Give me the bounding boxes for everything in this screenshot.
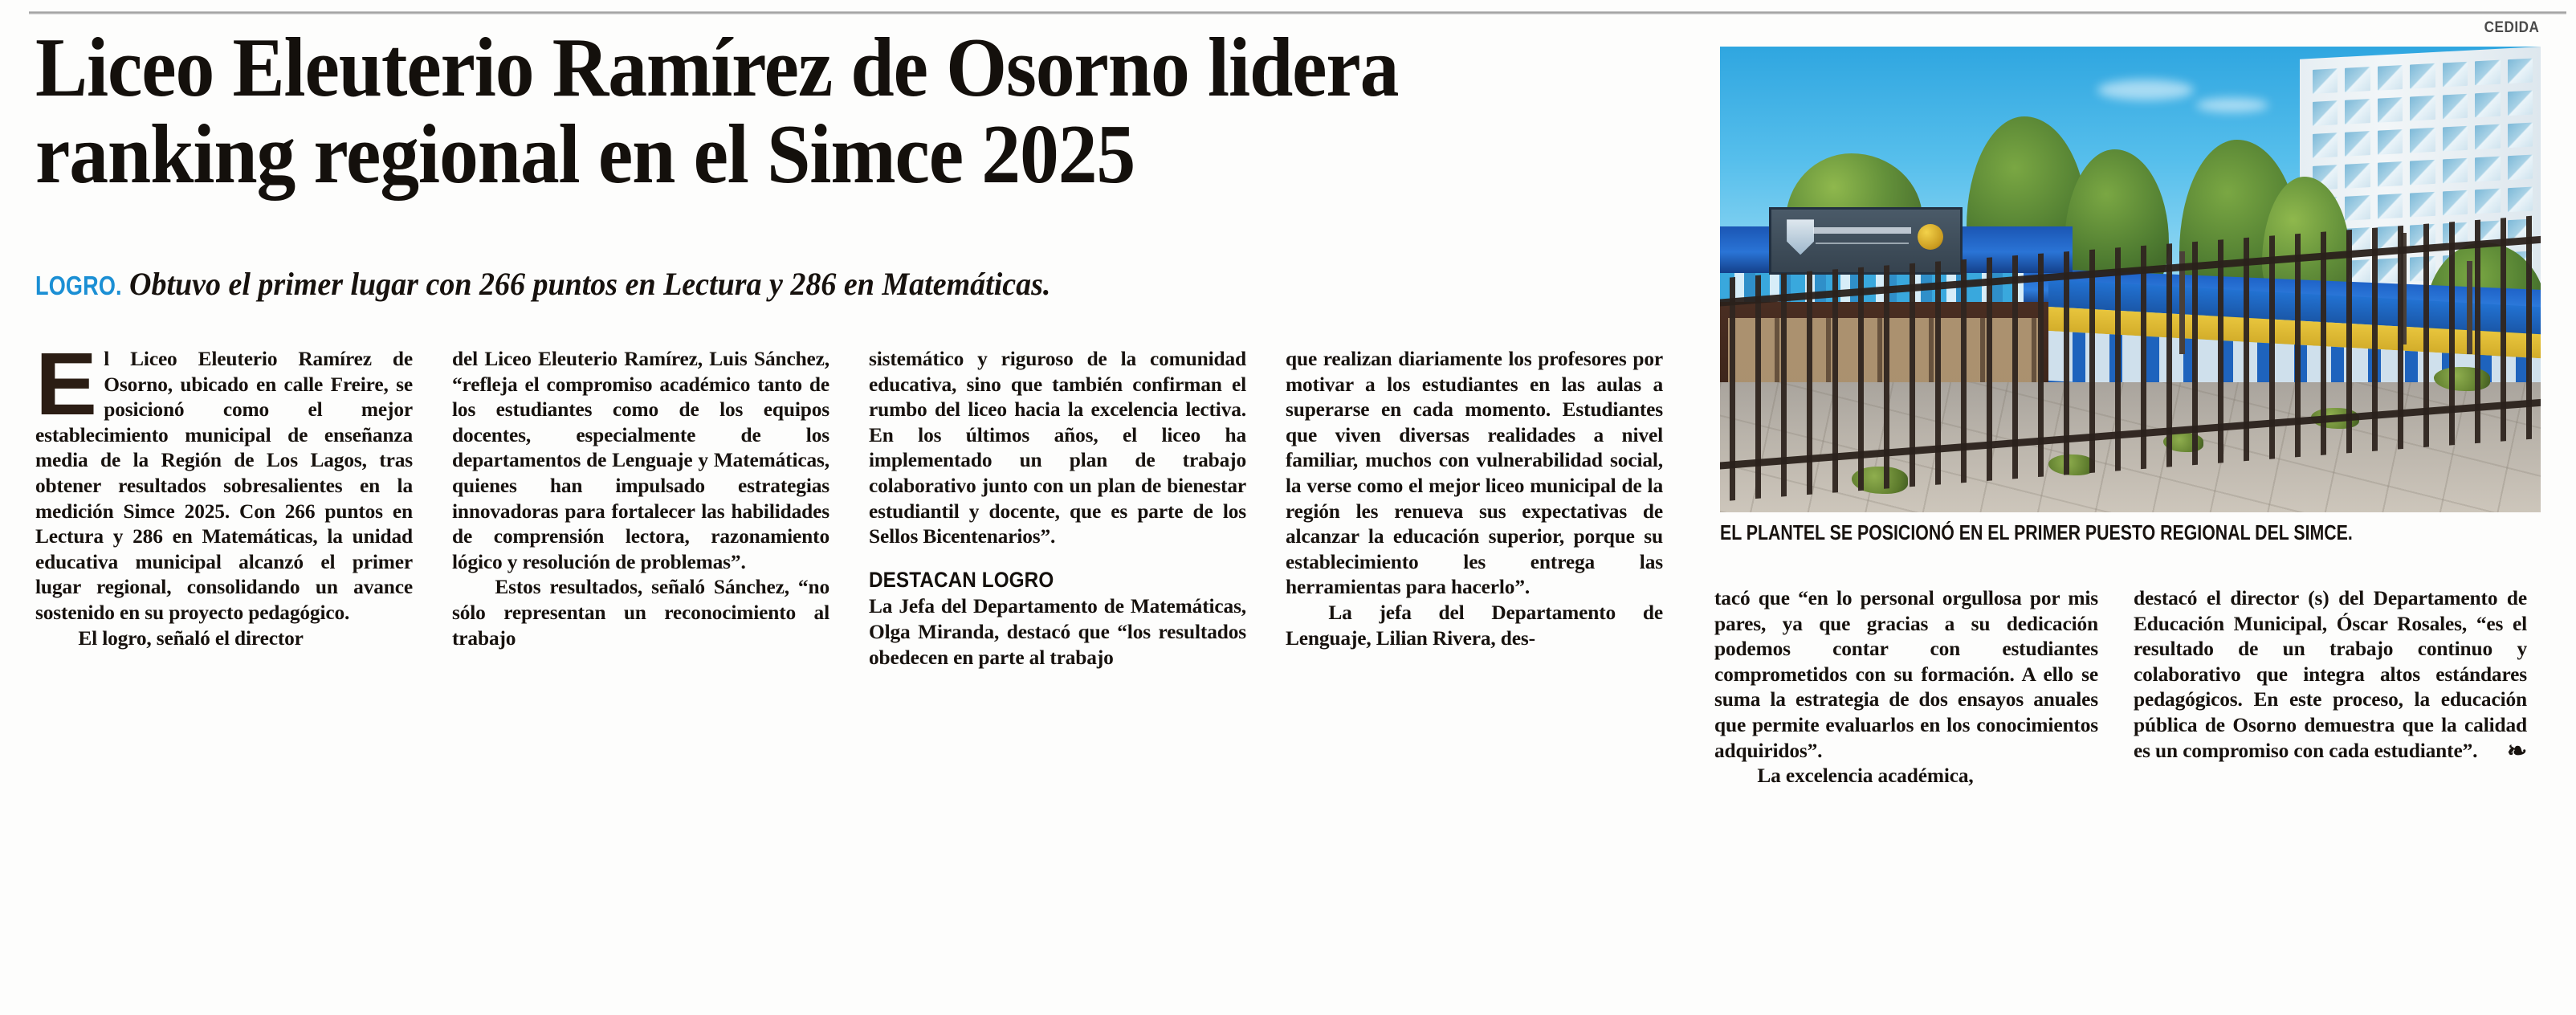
photo-credit: CEDIDA — [2484, 19, 2539, 36]
paragraph: La jefa del Departamento de Lenguaje, Li… — [1286, 601, 1663, 650]
deck-kicker-logro: LOGRO. — [35, 271, 122, 300]
cloud-icon — [2195, 97, 2268, 112]
deck-row: LOGRO. Obtuvo el primer lugar con 266 pu… — [35, 267, 1689, 302]
paragraph: La excelencia académica, — [1757, 764, 1974, 788]
paragraph: sistemático y riguroso de la comunidad e… — [869, 348, 1246, 548]
article-photo-figure: CEDIDA — [1720, 19, 2541, 512]
photo-caption: EL PLANTEL SE POSICIONÓ EN EL PRIMER PUE… — [1720, 520, 2353, 544]
school-emblem-icon — [1918, 224, 1944, 251]
paragraph: La Jefa del Departamento de Matemáticas,… — [869, 595, 1246, 669]
body-column-5: tacó que “en lo personal orgullosa por m… — [1714, 586, 2098, 789]
paragraph: Estos resultados, señaló Sánchez, “no só… — [452, 576, 829, 650]
headline-block: Liceo Eleuterio Ramírez de Osorno lidera… — [35, 20, 1689, 202]
paragraph: El logro, señaló el director — [78, 626, 304, 650]
paragraph-text: destacó el director (s) del Departamento… — [2134, 587, 2527, 762]
cloud-icon — [2097, 79, 2195, 100]
school-facade-photo — [1720, 47, 2541, 512]
paragraph: tacó que “en lo personal orgullosa por m… — [1714, 587, 2098, 762]
body-column-4: que realizan diariamente los profesores … — [1286, 347, 1663, 651]
paragraph: destacó el director (s) del Departamento… — [2134, 586, 2527, 764]
body-column-2: del Liceo Eleuterio Ramírez, Luis Sánche… — [452, 347, 829, 651]
body-column-6: destacó el director (s) del Departamento… — [2134, 586, 2527, 764]
body-column-3: sistemático y riguroso de la comunidad e… — [869, 347, 1246, 671]
page-title: Liceo Eleuterio Ramírez de Osorno lidera… — [35, 20, 1399, 202]
paragraph-text: l Liceo Eleuterio Ramírez de Osorno, ubi… — [35, 348, 413, 624]
section-subhead: DESTACAN LOGRO — [869, 567, 1054, 592]
school-crest-icon — [1787, 219, 1815, 255]
end-of-article-ornament: ❧ — [2507, 736, 2527, 765]
paragraph: del Liceo Eleuterio Ramírez, Luis Sánche… — [452, 348, 829, 573]
deck-summary-text: Obtuvo el primer lugar con 266 puntos en… — [129, 266, 1051, 302]
paragraph: que realizan diariamente los profesores … — [1286, 348, 1663, 599]
school-sign-text — [1813, 227, 1912, 234]
drop-cap: E — [35, 335, 97, 434]
top-divider-rule — [29, 11, 2566, 14]
